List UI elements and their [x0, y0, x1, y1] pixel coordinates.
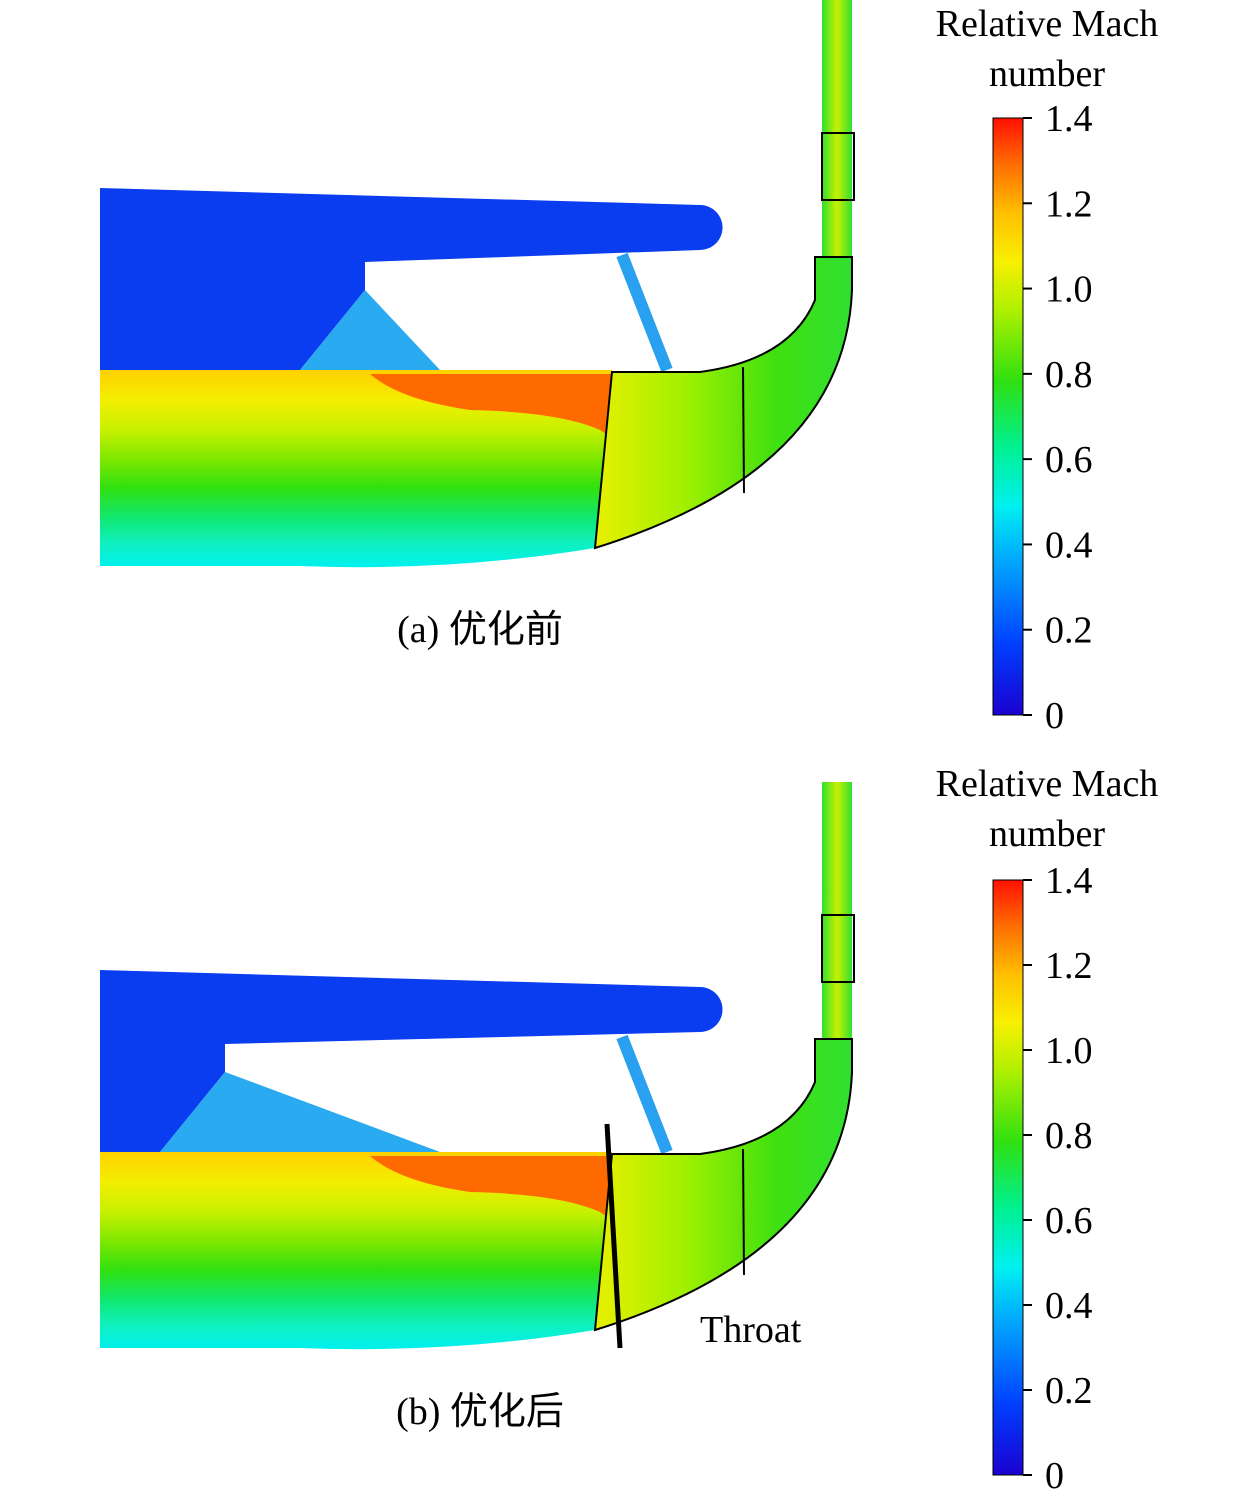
outlet-channel: [822, 0, 852, 262]
panel-caption: (b) 优化后: [396, 1391, 564, 1433]
strut: [616, 1034, 673, 1155]
colorbar-tick-label: 0.2: [1045, 610, 1093, 652]
throat-label: Throat: [700, 1309, 802, 1351]
colorbar-tick-label: 0.6: [1045, 439, 1093, 481]
colorbar-tick-label: 0.4: [1045, 524, 1093, 566]
colorbar-tick-label: 1.0: [1045, 269, 1093, 311]
blade-edge: [742, 366, 745, 494]
strut: [616, 252, 673, 373]
colorbar-title: Relative Mach: [936, 763, 1159, 805]
colorbar-tick-label: 0.6: [1045, 1200, 1093, 1242]
colorbar-title: number: [989, 53, 1105, 95]
impeller-passage: [595, 257, 852, 548]
panel-caption: (a) 优化前: [397, 609, 563, 651]
outlet-channel: [822, 782, 852, 1044]
inlet-passage: [100, 1152, 612, 1350]
colorbar-title: Relative Mach: [936, 3, 1159, 45]
colorbar-tick-label: 0.8: [1045, 1115, 1093, 1157]
colorbar-tick-label: 0.2: [1045, 1370, 1093, 1412]
shroud-region: [100, 970, 723, 1152]
colorbar-tick-label: 1.4: [1045, 98, 1093, 140]
cavity-region: [160, 1072, 440, 1152]
colorbar-tick-label: 0: [1045, 1455, 1064, 1497]
contour-panel: [100, 0, 855, 568]
impeller-outline: [593, 1038, 853, 1332]
colorbar-tick-label: 0.4: [1045, 1285, 1093, 1327]
high-mach-zone: [370, 374, 633, 437]
colorbar-tick-label: 1.0: [1045, 1030, 1093, 1072]
colorbar-tick-label: 1.2: [1045, 945, 1093, 987]
shroud-region: [100, 188, 723, 370]
blade-edge: [742, 1148, 745, 1276]
contour-panel: [100, 782, 855, 1350]
colorbar-title: number: [989, 813, 1105, 855]
colorbar: [992, 117, 1024, 716]
colorbar-tick-label: 0: [1045, 695, 1064, 737]
outlet-box: [821, 914, 855, 983]
impeller-outline: [593, 256, 853, 550]
colorbar: [992, 879, 1024, 1476]
colorbar-tick-label: 1.2: [1045, 183, 1093, 225]
colorbar-tick-label: 1.4: [1045, 860, 1093, 902]
outlet-box: [821, 132, 855, 201]
high-mach-zone: [370, 1156, 633, 1219]
colorbar-tick-label: 0.8: [1045, 354, 1093, 396]
cavity-region: [300, 290, 440, 370]
impeller-passage: [595, 1039, 852, 1330]
throat-line: [604, 1123, 623, 1349]
inlet-passage: [100, 370, 612, 568]
